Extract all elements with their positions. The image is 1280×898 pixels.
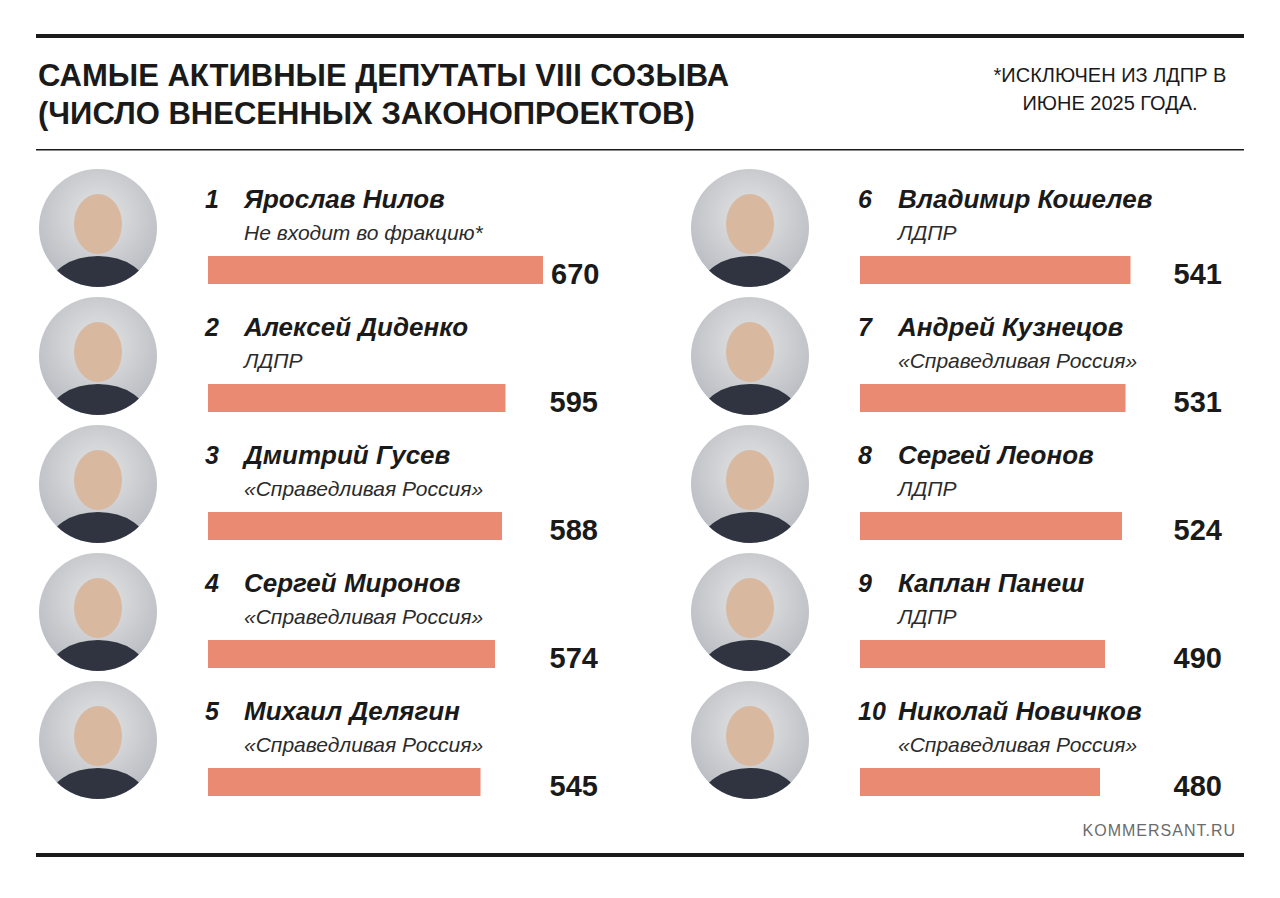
category-label: Владимир Кошелев bbox=[898, 184, 1153, 214]
category-label: Каплан Панеш bbox=[898, 568, 1084, 598]
party-label: «Справедливая Россия» bbox=[898, 349, 1137, 372]
bar bbox=[860, 640, 1105, 668]
top-rule bbox=[36, 34, 1244, 38]
photo-head bbox=[74, 706, 122, 766]
photo-head bbox=[726, 578, 774, 638]
annotation: *ИСКЛЮЧЕН ИЗ ЛДПР В ИЮНЕ 2025 ГОДА. bbox=[994, 64, 1227, 114]
photo-head bbox=[726, 194, 774, 254]
bar bbox=[208, 640, 495, 668]
bar bbox=[208, 512, 502, 540]
photo-head bbox=[74, 322, 122, 382]
category-label: Ярослав Нилов bbox=[243, 184, 445, 214]
data-label: 480 bbox=[1174, 770, 1222, 802]
photo bbox=[691, 681, 809, 836]
rank: 6 bbox=[858, 185, 873, 213]
chart: САМЫЕ АКТИВНЫЕ ДЕПУТАТЫ VIII СОЗЫВА(ЧИСЛ… bbox=[0, 0, 1280, 898]
photo-head bbox=[726, 706, 774, 766]
data-label: 595 bbox=[550, 386, 598, 418]
photo-head bbox=[726, 322, 774, 382]
data-label: 545 bbox=[550, 770, 598, 802]
photo-shoulders bbox=[700, 768, 800, 836]
data-label: 670 bbox=[551, 258, 599, 290]
rank: 2 bbox=[204, 313, 219, 341]
party-label: «Справедливая Россия» bbox=[898, 733, 1137, 756]
photo bbox=[39, 681, 157, 836]
title: САМЫЕ АКТИВНЫЕ ДЕПУТАТЫ VIII СОЗЫВА bbox=[38, 58, 729, 93]
rank: 8 bbox=[858, 441, 872, 469]
bar bbox=[208, 256, 543, 284]
header-rule bbox=[36, 149, 1244, 151]
rank: 10 bbox=[858, 697, 886, 725]
bar bbox=[860, 256, 1131, 284]
labels: 1 Ярослав Нилов Не входит во фракцию* 670 2А… bbox=[204, 184, 599, 802]
bottom-rule bbox=[36, 853, 1244, 857]
rank: 7 bbox=[858, 313, 873, 341]
party-label: «Справедливая Россия» bbox=[244, 733, 483, 756]
photo-head bbox=[74, 450, 122, 510]
bar bbox=[860, 768, 1100, 796]
party-label: Не входит во фракцию* bbox=[244, 221, 484, 244]
bar bbox=[208, 384, 506, 412]
rank: 9 bbox=[858, 569, 872, 597]
photo-head bbox=[74, 194, 122, 254]
category-label: Андрей Кузнецов bbox=[897, 312, 1124, 342]
rank: 1 bbox=[205, 185, 219, 213]
bar bbox=[208, 768, 481, 796]
category-label: Михаил Делягин bbox=[244, 696, 460, 726]
rank: 5 bbox=[205, 697, 220, 725]
party-label: ЛДПР bbox=[896, 221, 956, 244]
rank: 3 bbox=[205, 441, 219, 469]
labels: 6 Владимир Кошелев ЛДПР 541 7 Андрей Кузнецов… bbox=[858, 184, 1222, 802]
data-label: 541 bbox=[1174, 258, 1222, 290]
party-label: «Справедливая Россия» bbox=[244, 605, 483, 628]
annotation-line: ИЮНЕ 2025 ГОДА. bbox=[1022, 92, 1197, 114]
category-label: Дмитрий Гусев bbox=[242, 440, 451, 470]
data-label: 531 bbox=[1174, 386, 1222, 418]
rank: 4 bbox=[204, 569, 219, 597]
photo-silhouette bbox=[48, 706, 148, 836]
data-label: 588 bbox=[550, 514, 598, 546]
subtitle: (ЧИСЛО ВНЕСЕННЫХ ЗАКОНОПРОЕКТОВ) bbox=[38, 96, 695, 131]
photo-silhouette bbox=[700, 706, 800, 836]
category-label: Сергей Миронов bbox=[244, 568, 461, 598]
party-label: «Справедливая Россия» bbox=[244, 477, 483, 500]
party-label: ЛДПР bbox=[896, 477, 956, 500]
bar bbox=[860, 512, 1122, 540]
party-label: ЛДПР bbox=[896, 605, 956, 628]
photo-head bbox=[74, 578, 122, 638]
category-label: Алексей Диденко bbox=[243, 312, 468, 342]
category-label: Николай Новичков bbox=[898, 696, 1142, 726]
annotation-line: *ИСКЛЮЧЕН ИЗ ЛДПР В bbox=[994, 64, 1227, 86]
data-label: 490 bbox=[1174, 642, 1222, 674]
source: KOMMERSANT.RU bbox=[1083, 822, 1236, 839]
category-label: Сергей Леонов bbox=[898, 440, 1094, 470]
photo-shoulders bbox=[48, 768, 148, 836]
photo-head bbox=[726, 450, 774, 510]
data-label: 524 bbox=[1174, 514, 1222, 546]
bar bbox=[860, 384, 1126, 412]
data-label: 574 bbox=[550, 642, 598, 674]
bars bbox=[208, 256, 543, 796]
party-label: ЛДПР bbox=[242, 349, 302, 372]
